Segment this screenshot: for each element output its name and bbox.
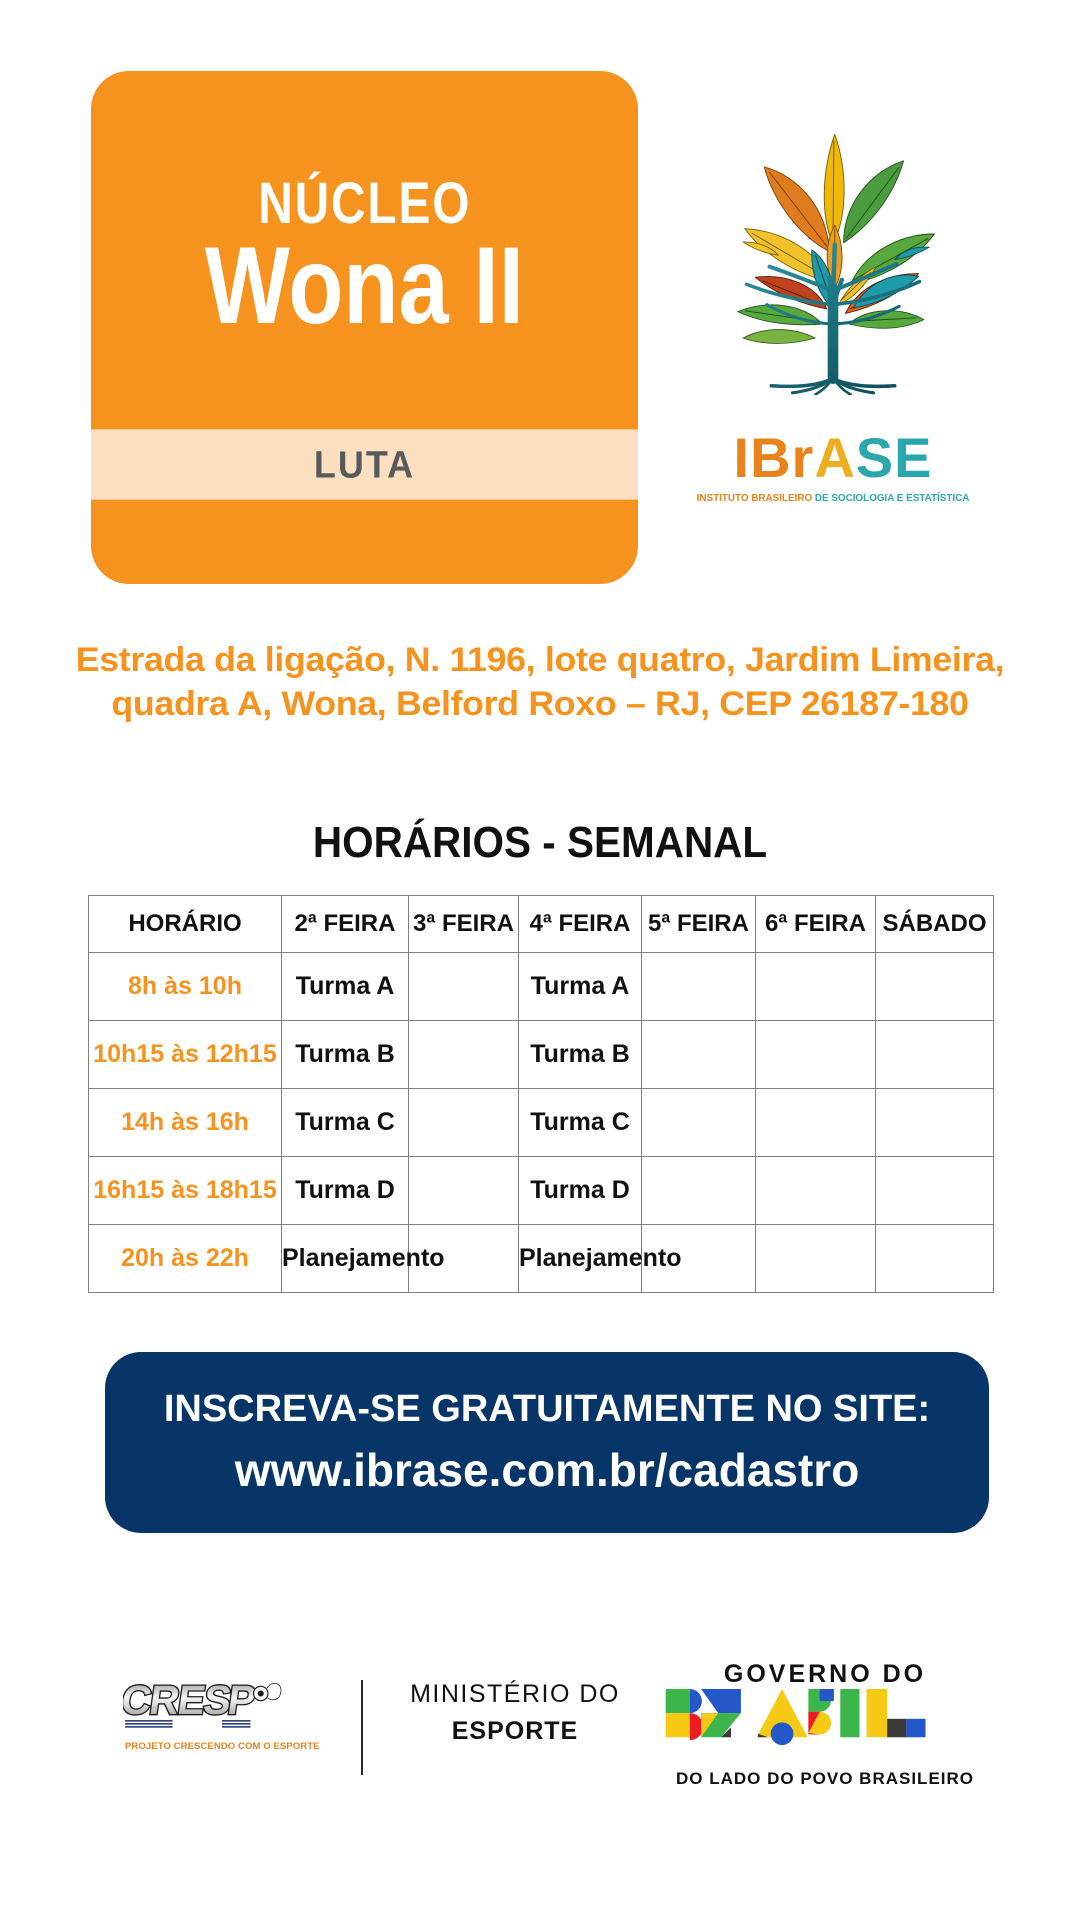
svg-text:CRES: CRES [123, 1677, 233, 1723]
